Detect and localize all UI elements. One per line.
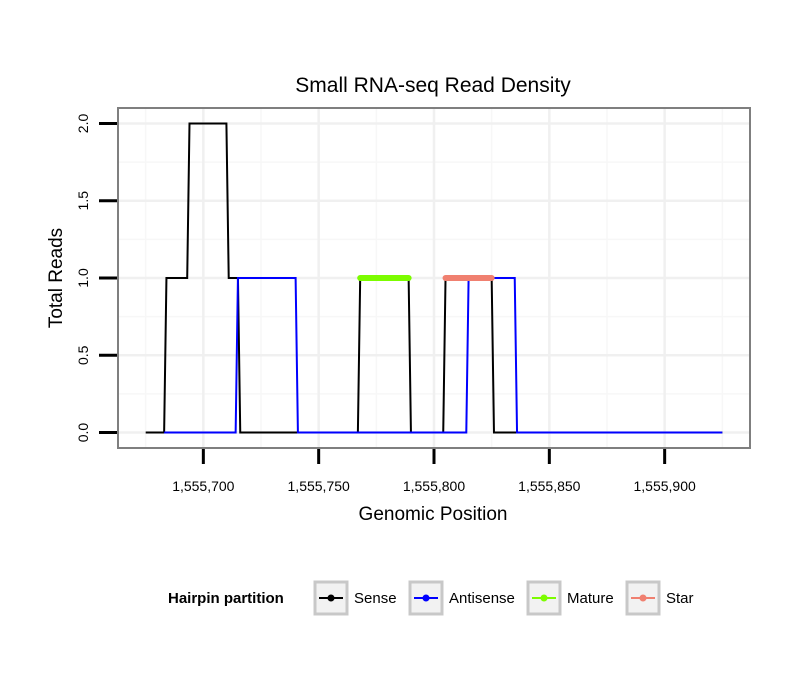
series-layer — [145, 122, 723, 434]
y-tick-label: 1.0 — [75, 268, 91, 288]
legend-label-mature: Mature — [567, 590, 614, 607]
legend-label-antisense: Antisense — [449, 590, 515, 607]
y-tick-label: 0.0 — [75, 423, 91, 443]
x-axis: 1,555,700 1,555,750 1,555,800 1,555,850 1,55… — [172, 449, 696, 494]
y-axis-title: Total Reads — [46, 228, 67, 328]
y-tick-label: 0.5 — [75, 345, 91, 365]
legend-title: Hairpin partition — [168, 590, 284, 607]
y-tick-label: 2.0 — [75, 114, 91, 134]
x-tick-label: 1,555,850 — [518, 478, 580, 494]
legend-key-point — [327, 594, 335, 602]
x-tick-label: 1,555,750 — [288, 478, 350, 494]
legend-label-sense: Sense — [354, 590, 397, 607]
x-axis-title: Genomic Position — [359, 504, 508, 525]
series-line-antisense — [164, 277, 723, 434]
x-tick-label: 1,555,900 — [634, 478, 696, 494]
y-axis: 0.0 0.5 1.0 1.5 2.0 — [75, 114, 117, 443]
x-tick-label: 1,555,800 — [403, 478, 465, 494]
chart-title: Small RNA-seq Read Density — [295, 74, 571, 97]
x-tick-label: 1,555,700 — [172, 478, 234, 494]
legend-label-star: Star — [666, 590, 694, 607]
legend-key-point — [422, 594, 430, 602]
plot-border — [117, 107, 751, 449]
y-tick-label: 1.5 — [75, 191, 91, 211]
legend-key-point — [540, 594, 548, 602]
legend-key-point — [639, 594, 647, 602]
legend: Hairpin partition Sense Antisense Mature St… — [168, 580, 694, 616]
